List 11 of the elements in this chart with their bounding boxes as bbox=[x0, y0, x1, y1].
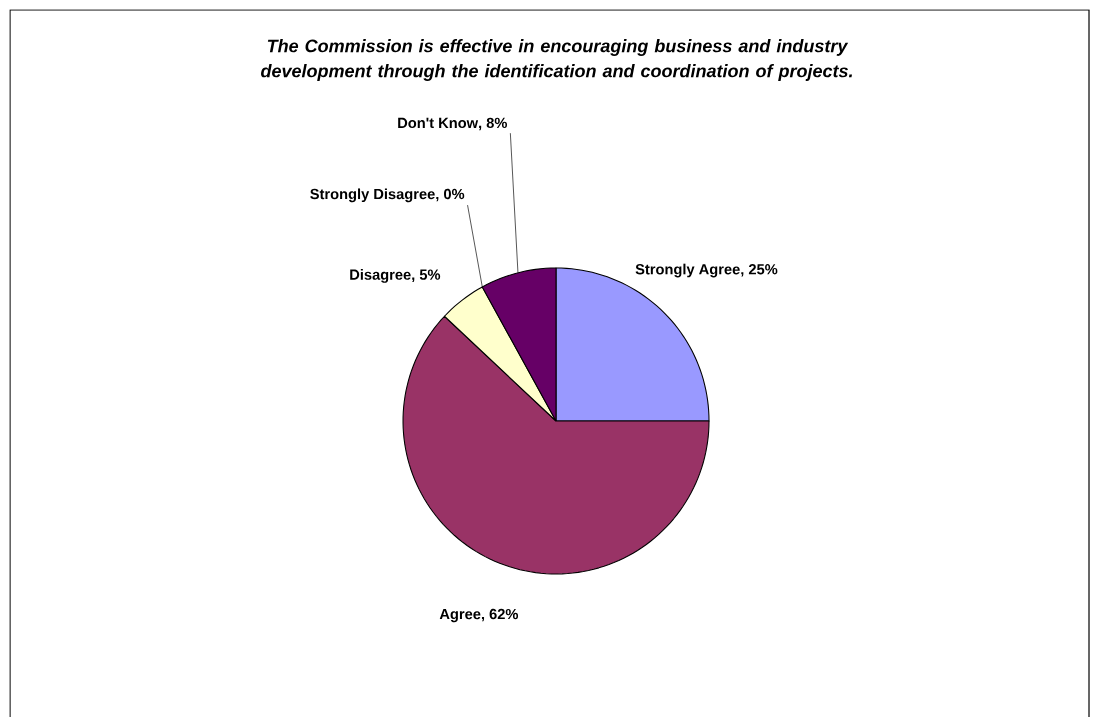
slice-label: Don't Know bbox=[398, 117, 479, 129]
chart-title: The Commission is effective in encouraging business and industry development through the identification and coordination of projects. bbox=[261, 39, 853, 81]
data-label: , 62% bbox=[481, 608, 519, 622]
data-label: , 8% bbox=[479, 117, 508, 131]
slice-label: Strongly Agree bbox=[635, 263, 740, 278]
category-label: Strongly Disagree bbox=[310, 188, 435, 203]
slice-label: Agree bbox=[439, 609, 481, 623]
slice-label: Disagree bbox=[350, 269, 411, 283]
text: , 0% bbox=[436, 188, 465, 202]
data-label: , 5% bbox=[412, 269, 441, 282]
data-label: , 25% bbox=[741, 264, 778, 277]
